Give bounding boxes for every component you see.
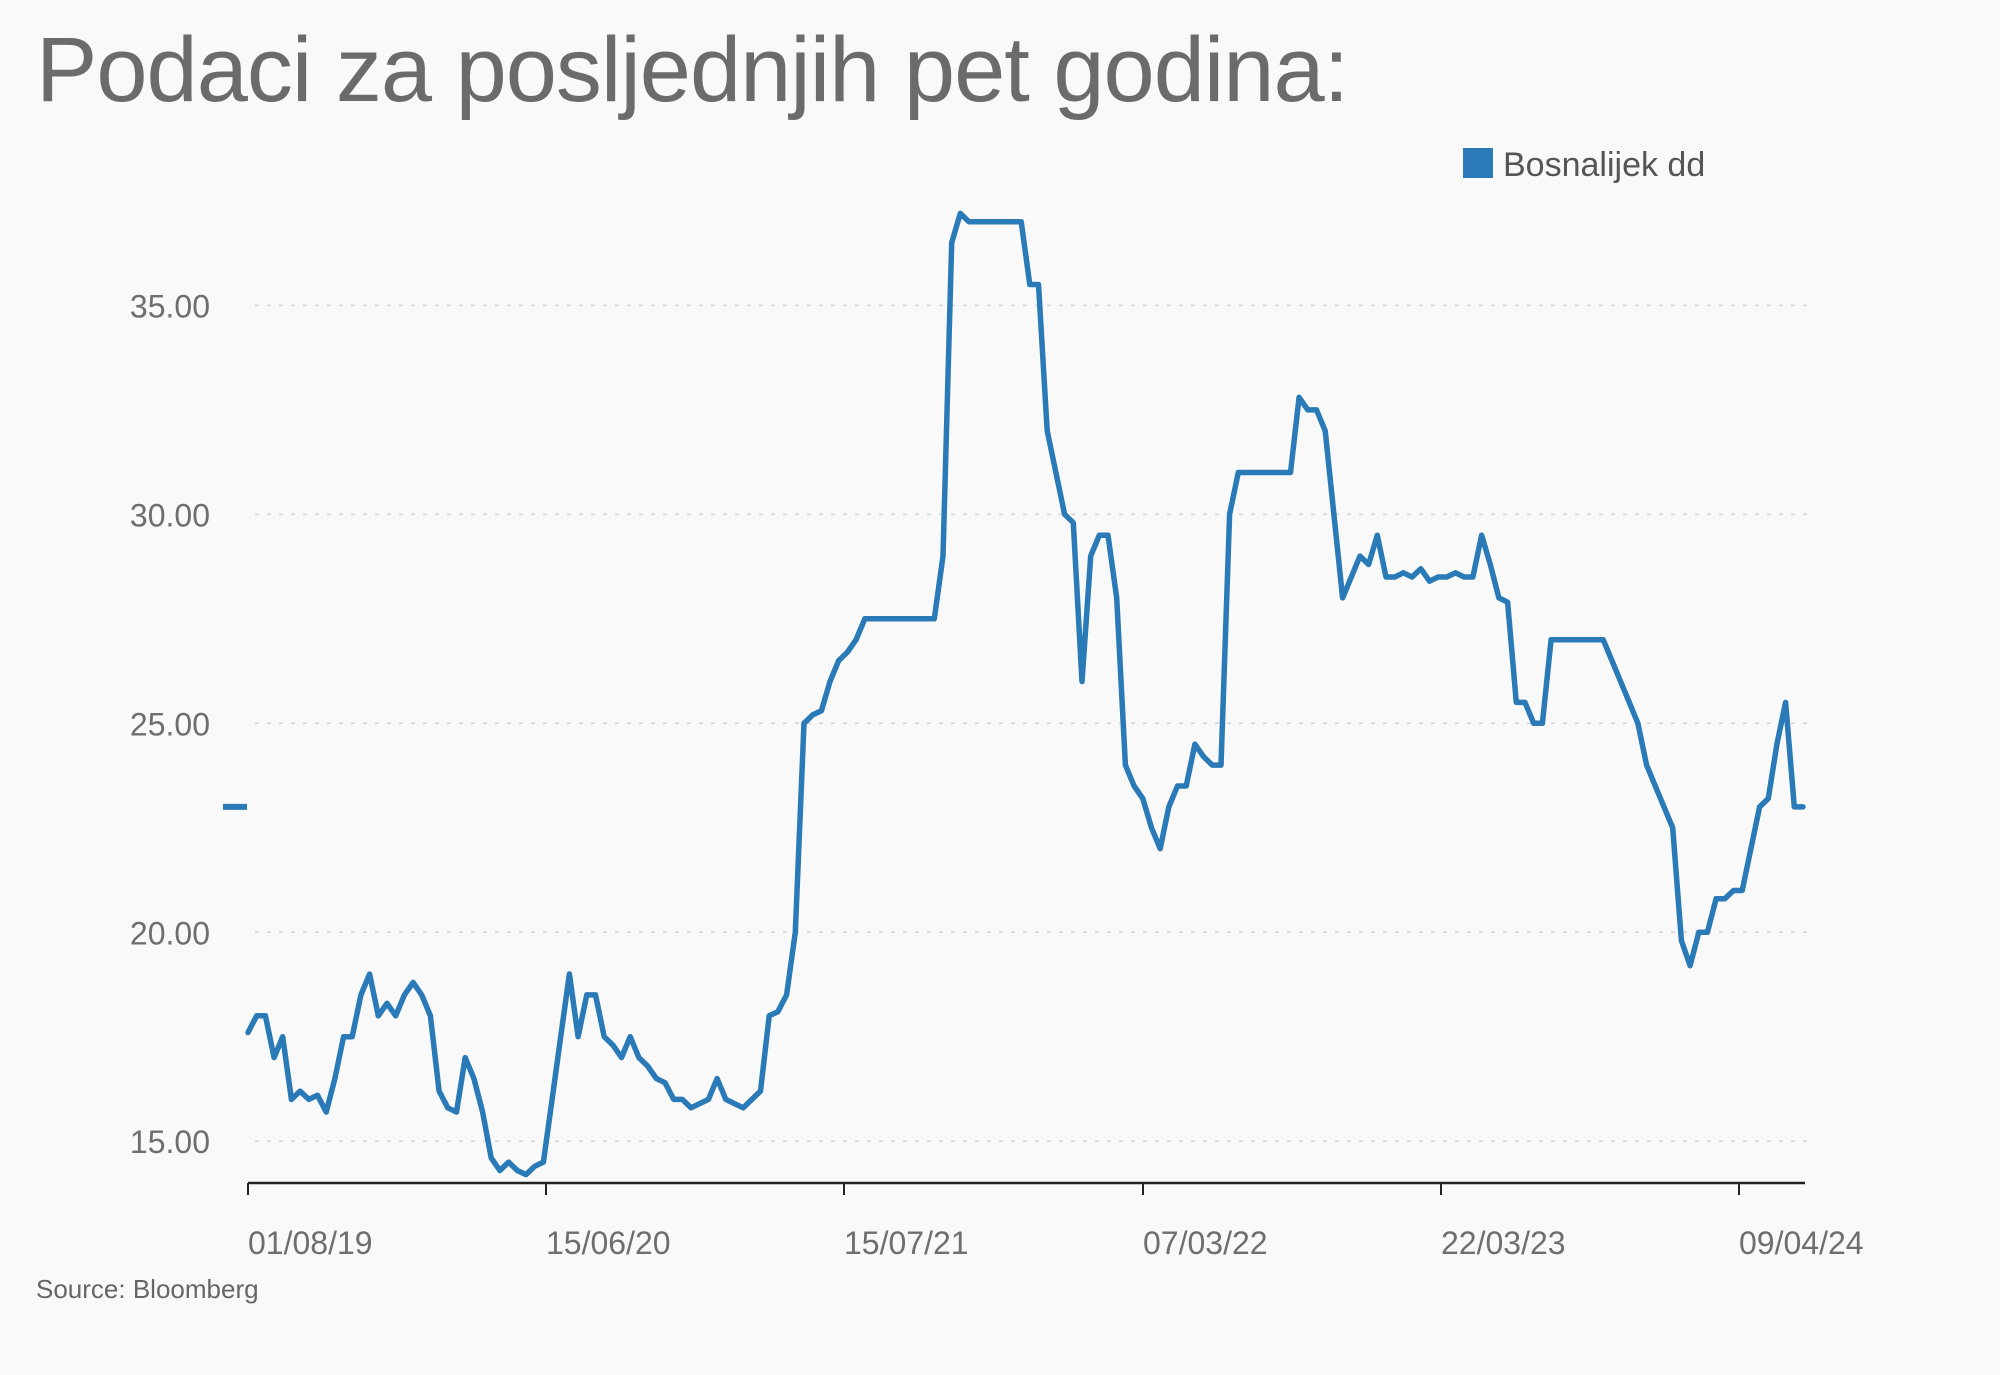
x-tick-label: 22/03/23	[1441, 1225, 1566, 1261]
gridlines	[255, 304, 1810, 1142]
y-tick-label: 20.00	[130, 915, 210, 951]
chart-title: Podaci za posljednjih pet godina:	[36, 19, 1349, 121]
x-axis-ticks: 01/08/19 15/06/20 15/07/21 07/03/22 22/03/23…	[247, 1183, 1864, 1261]
y-tick-label: 35.00	[130, 288, 210, 324]
y-tick-label: 25.00	[130, 706, 210, 742]
x-tick-label: 15/06/20	[546, 1225, 671, 1261]
x-tick-label: 07/03/22	[1143, 1225, 1268, 1261]
series-layer	[223, 210, 1806, 1178]
y-tick-label: 15.00	[130, 1124, 210, 1160]
legend: Bosnalijek dd	[1463, 146, 1705, 184]
x-tick-label: 15/07/21	[844, 1225, 969, 1261]
y-axis-ticks: 15.00 20.00 25.00 30.00 35.00	[130, 288, 210, 1160]
y-tick-label: 30.00	[130, 497, 210, 533]
source-note: Source: Bloomberg	[36, 1274, 259, 1304]
x-tick-label: 09/04/24	[1739, 1225, 1864, 1261]
series-line	[245, 210, 1806, 1178]
x-tick-label: 01/08/19	[248, 1225, 373, 1261]
legend-swatch	[1463, 148, 1493, 178]
legend-label: Bosnalijek dd	[1503, 146, 1705, 184]
